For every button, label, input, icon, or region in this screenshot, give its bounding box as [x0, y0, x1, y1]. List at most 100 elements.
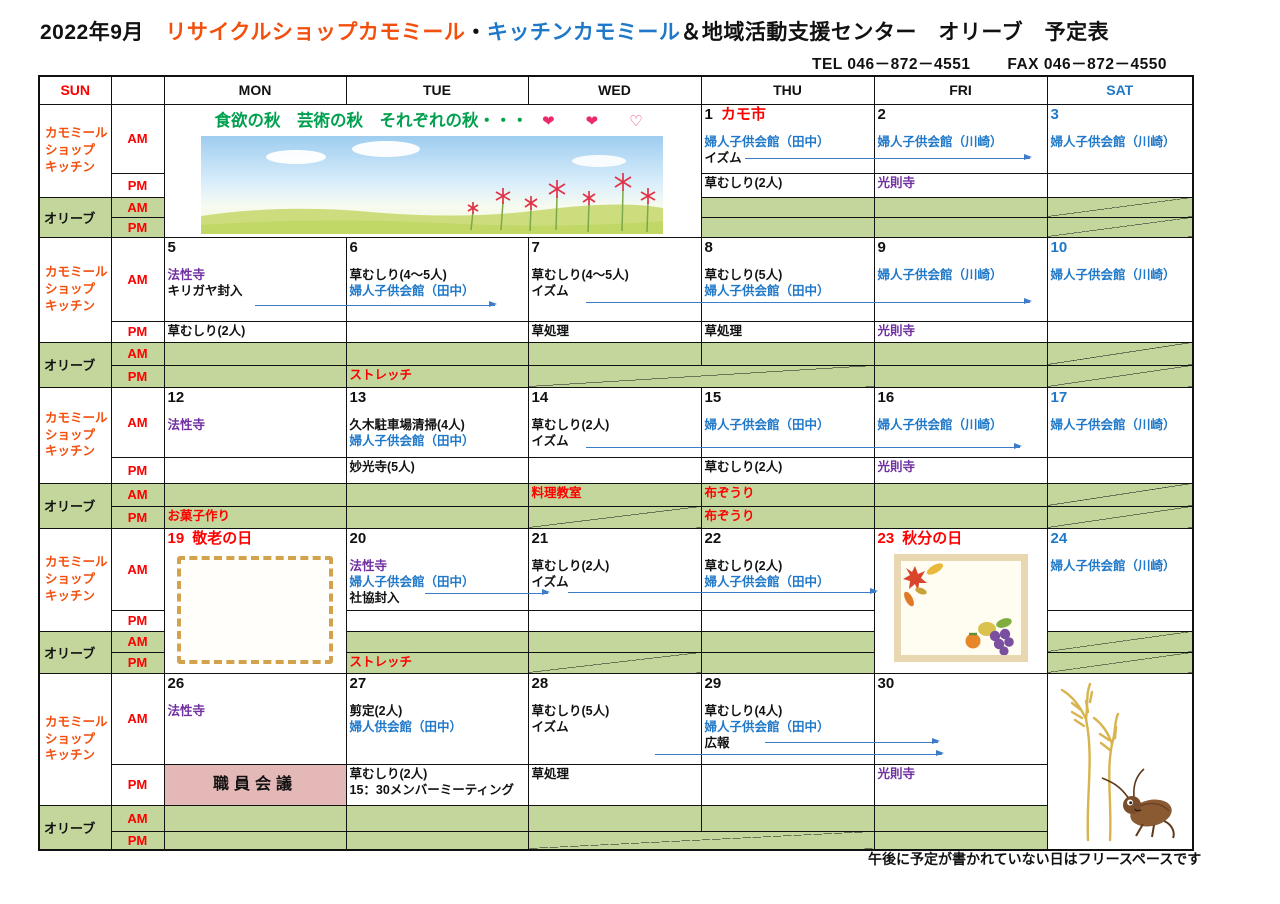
calendar-cell: 27 剪定(2人) 婦人供会館（田中）: [345, 672, 529, 765]
calendar-cell: 料理教室: [527, 482, 702, 507]
calendar-cell: 職員会議: [163, 763, 347, 806]
event-text: 婦人子供会館（田中）: [704, 574, 830, 589]
day-holiday-or-event-label: 敬老の日: [192, 529, 253, 547]
day-number: 15: [704, 388, 722, 406]
event-text: 婦人子供会館（田中）: [704, 134, 830, 149]
row-group-label-olive: オリーブ: [38, 804, 112, 850]
calendar-cell: 8 草むしり(5人) 婦人子供会館（田中）: [700, 236, 875, 322]
calendar-cell: 12 法性寺: [163, 386, 347, 458]
calendar-cell: 16 婦人子供会館（川崎）: [873, 386, 1048, 458]
label-line: カモミール: [45, 265, 108, 280]
calendar-cell: [527, 804, 702, 832]
calendar-cell: [345, 804, 529, 832]
title-separator: ・: [465, 21, 487, 44]
calendar-cell: [163, 341, 347, 366]
calendar-cell: [345, 320, 529, 343]
calendar-cell: [1046, 196, 1194, 218]
calendar-cell: [873, 196, 1048, 218]
calendar-cell: 13 久木駐車場清掃(4人) 婦人子供会館（田中）: [345, 386, 529, 458]
day-number-line: 8: [705, 239, 871, 257]
day-number: 16: [877, 388, 895, 406]
pm-label: PM: [110, 609, 165, 632]
event-text: 婦人子供会館（田中）: [704, 417, 830, 432]
event-text: 婦人子供会館（田中）: [349, 574, 475, 589]
label-line: ショップ: [45, 143, 96, 158]
day-number: 23: [877, 529, 895, 547]
calendar-cell: [163, 482, 347, 507]
week-5-opm-row: PM: [39, 830, 1193, 850]
day-number-line: 1 カモ市: [705, 106, 871, 124]
calendar-cell: [1046, 630, 1194, 653]
event-text: 婦人子供会館（田中）: [704, 719, 830, 734]
calendar-cell: 3 婦人子供会館（川崎）: [1046, 103, 1194, 174]
day-number-line: 3: [1051, 106, 1190, 124]
calendar-cell: 21 草むしり(2人) イズム: [527, 527, 702, 611]
week-3-opm-row: PM お菓子作り 布ぞうり: [39, 505, 1194, 529]
pm-label: PM: [110, 763, 165, 806]
day-number-line: 16: [878, 389, 1044, 407]
week-5-oam-row: オリーブ AM: [38, 804, 1193, 850]
calendar-cell: 草むしり(2人): [163, 320, 347, 343]
week-4-pm-row: PM: [39, 609, 1194, 632]
calendar-cell: [527, 609, 702, 632]
event-text: 婦人子供会館（川崎）: [877, 267, 1003, 282]
am-label: AM: [110, 236, 165, 322]
calendar-cell: [1046, 505, 1194, 529]
keiro-no-hi-frame-illustration: [177, 555, 333, 664]
event-text: 法性寺: [167, 417, 206, 432]
day-number: 24: [1050, 529, 1068, 547]
event-text: 光則寺: [877, 323, 916, 338]
day-number: 3: [1050, 105, 1059, 123]
event-text: 婦人子供会館（川崎）: [1050, 134, 1176, 149]
pm-label: PM: [110, 830, 165, 850]
event-text: 婦人子供会館（田中）: [704, 283, 830, 298]
calendar-cell: [700, 630, 875, 653]
event-text: 婦人子供会館（川崎）: [1050, 558, 1176, 573]
event-text: 草むしり(2人): [704, 558, 783, 573]
week-2-am-row: カモミール ショップ キッチン AM 5 法性寺 キリガヤ封入 6 草むしり(4～5人) 婦人子供…: [38, 236, 1194, 343]
calendar-cell: 28 草むしり(5人) イズム: [527, 672, 702, 765]
day-number: 10: [1050, 238, 1068, 256]
am-label: AM: [110, 196, 165, 218]
calendar-cell: [163, 804, 347, 832]
day-number: 9: [877, 238, 886, 256]
day-header: WED: [527, 75, 702, 105]
calendar-cell: [1046, 320, 1194, 343]
calendar-cell: [527, 830, 875, 850]
event-text: 布ぞうり: [704, 485, 755, 500]
calendar-cell: [345, 630, 529, 653]
calendar-cell: 14 草むしり(2人) イズム: [527, 386, 702, 458]
event-text: 久木駐車場清掃(4人): [349, 417, 465, 432]
day-number: 21: [531, 529, 549, 547]
event-text: 料理教室: [531, 485, 582, 500]
event-text: 草むしり(2人): [167, 323, 246, 338]
autumn-banner-caption: 食欲の秋 芸術の秋 それぞれの秋・・・ ❤ ❤ ♡: [165, 107, 700, 131]
calendar-cell: 光則寺: [873, 456, 1048, 484]
event-text: 草むしり(5人): [704, 267, 783, 282]
calendar-cell: [527, 341, 702, 366]
row-group-label-kamomiru: カモミール ショップ キッチン: [38, 386, 112, 484]
day-number: 22: [704, 529, 722, 547]
calendar-cell: 1 カモ市 婦人子供会館（田中） イズム: [700, 103, 875, 174]
event-text: 草むしり(4～5人): [349, 267, 447, 282]
day-number: 29: [704, 674, 722, 692]
day-header: FRI: [873, 75, 1048, 105]
day-number: 13: [349, 388, 367, 406]
calendar-cell: [345, 482, 529, 507]
day-number-line: 30: [878, 675, 1044, 693]
label-line: カモミール: [45, 410, 108, 425]
page-title: 2022年9月 リサイクルショップカモミール・キッチンカモミール＆地域活動支援セ…: [40, 16, 1109, 46]
day-holiday-or-event-label: カモ市: [720, 105, 766, 123]
calendar-cell: [873, 341, 1048, 366]
calendar-table: SUN MON TUE WED THU FRI SAT カモミール ショップ キッチン AM 食欲の秋…: [38, 75, 1194, 851]
event-text: 草むしり(2人): [531, 417, 610, 432]
calendar-cell: [527, 651, 702, 674]
calendar-cell: [873, 364, 1048, 388]
pm-label: PM: [110, 364, 165, 388]
day-number: 14: [531, 388, 549, 406]
event-text: 草むしり(2人): [531, 558, 610, 573]
shubun-no-hi-frame-illustration: [893, 553, 1028, 662]
label-line: キッチン: [45, 444, 96, 459]
calendar-cell: [873, 830, 1048, 850]
event-text: 婦人子供会館（川崎）: [1050, 267, 1176, 282]
